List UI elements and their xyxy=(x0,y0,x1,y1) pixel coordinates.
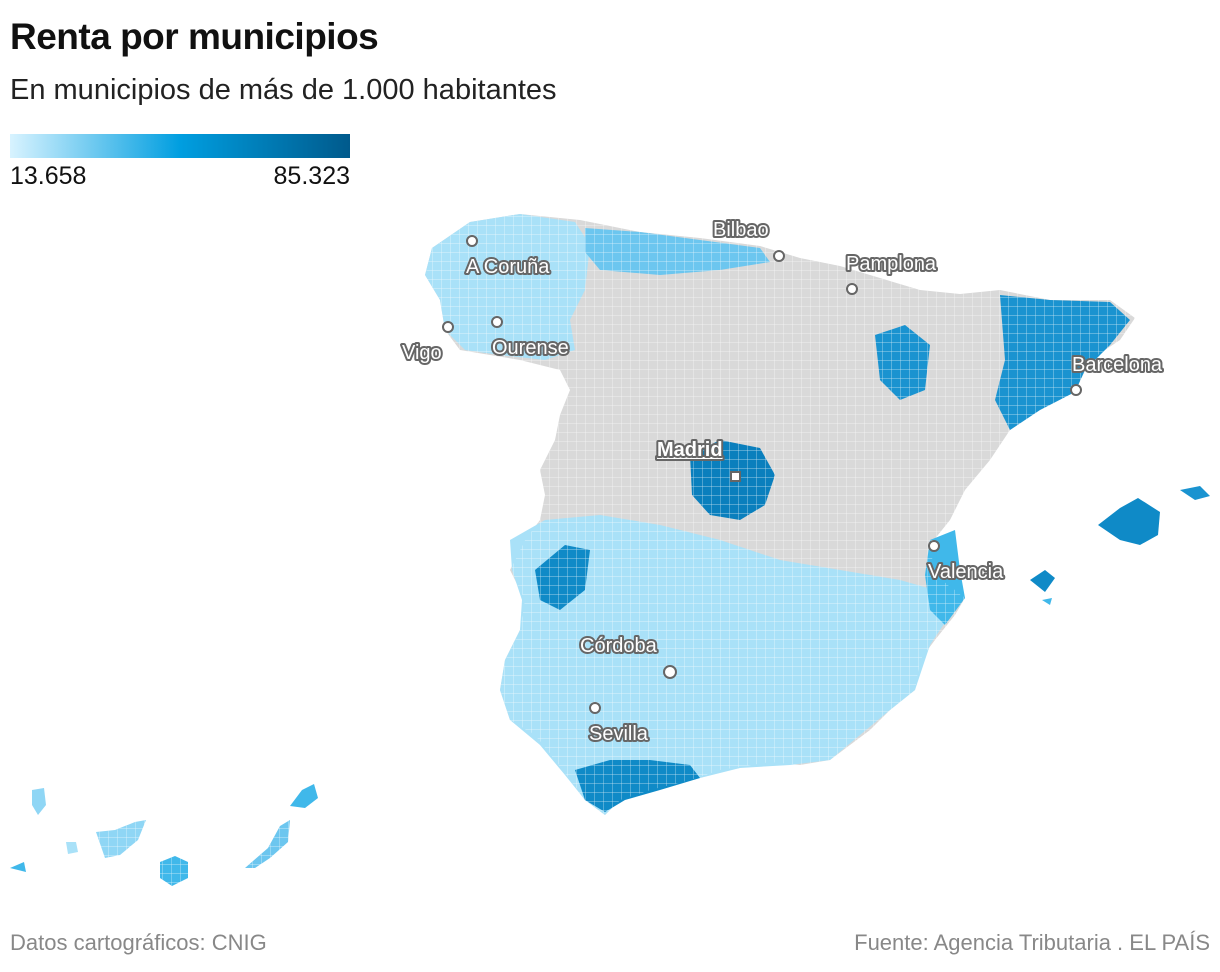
city-label-sevilla: Sevilla xyxy=(589,723,649,745)
formentera-island xyxy=(1042,598,1052,605)
la-palma-island xyxy=(32,788,46,815)
a-coruna-marker xyxy=(466,235,478,247)
legend-min-label: 13.658 xyxy=(10,162,87,190)
footer-credits: Datos cartográficos: CNIG xyxy=(10,930,267,955)
peninsula-municipal-grid xyxy=(425,214,1135,815)
map-subtitle: En municipios de más de 1.000 habitantes xyxy=(10,74,557,106)
ourense-marker xyxy=(491,316,503,328)
legend-gradient-bar xyxy=(10,134,350,158)
city-label-madrid: Madrid xyxy=(657,439,723,461)
pamplona-marker xyxy=(846,283,858,295)
map-title: Renta por municipios xyxy=(10,16,379,57)
el-hierro-island xyxy=(10,862,26,872)
city-label-a-coruna: A Coruña xyxy=(466,256,550,278)
canary-municipal-grid xyxy=(96,820,290,886)
ibiza-island xyxy=(1030,570,1055,592)
valencia-marker xyxy=(928,540,940,552)
madrid-marker xyxy=(730,471,741,482)
city-label-valencia: Valencia xyxy=(928,561,1004,583)
bilbao-marker xyxy=(773,250,785,262)
city-label-cordoba: Córdoba xyxy=(580,635,658,657)
legend-max-label: 85.323 xyxy=(273,162,350,190)
mallorca-island xyxy=(1098,498,1160,545)
city-label-pamplona: Pamplona xyxy=(846,253,937,275)
cordoba-marker xyxy=(663,665,677,679)
city-label-bilbao: Bilbao xyxy=(713,219,769,241)
vigo-marker xyxy=(442,321,454,333)
city-label-barcelona: Barcelona xyxy=(1072,354,1163,376)
lanzarote-island xyxy=(290,784,318,808)
menorca-island xyxy=(1180,486,1210,500)
sevilla-marker xyxy=(589,702,601,714)
barcelona-marker xyxy=(1070,384,1082,396)
city-label-vigo: Vigo xyxy=(402,342,442,364)
la-gomera-island xyxy=(66,842,78,854)
city-label-ourense: Ourense xyxy=(492,337,569,359)
footer-source: Fuente: Agencia Tributaria . EL PAÍS xyxy=(854,930,1210,955)
